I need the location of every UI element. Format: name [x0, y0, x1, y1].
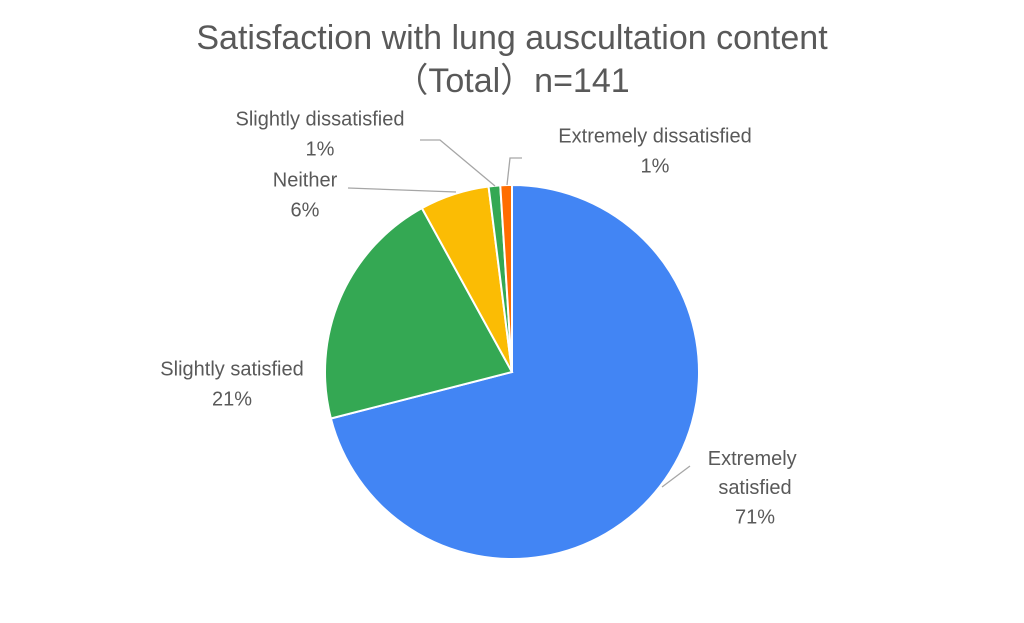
value-label: 1%: [306, 138, 335, 160]
leader-line: [661, 465, 691, 488]
category-label: Slightly satisfied: [160, 358, 303, 380]
category-label: Extremely satisfied: [708, 448, 802, 499]
category-label: Neither: [273, 169, 338, 191]
category-label: Extremely dissatisfied: [558, 125, 751, 147]
pie-slice: [499, 183, 513, 373]
value-label: 21%: [212, 388, 252, 410]
pie-slice: [329, 183, 700, 560]
chart-subtitle: （Total）n=141: [394, 62, 629, 100]
chart-title: Satisfaction with lung auscultation cont…: [196, 19, 828, 57]
value-label: 71%: [735, 506, 775, 528]
value-label: 1%: [641, 155, 670, 177]
category-label: Slightly dissatisfied: [236, 108, 405, 130]
pie-slice: [324, 206, 514, 420]
leader-line: [420, 139, 496, 187]
leader-line: [347, 187, 457, 193]
leader-line: [506, 157, 522, 186]
value-label: 6%: [291, 199, 320, 221]
